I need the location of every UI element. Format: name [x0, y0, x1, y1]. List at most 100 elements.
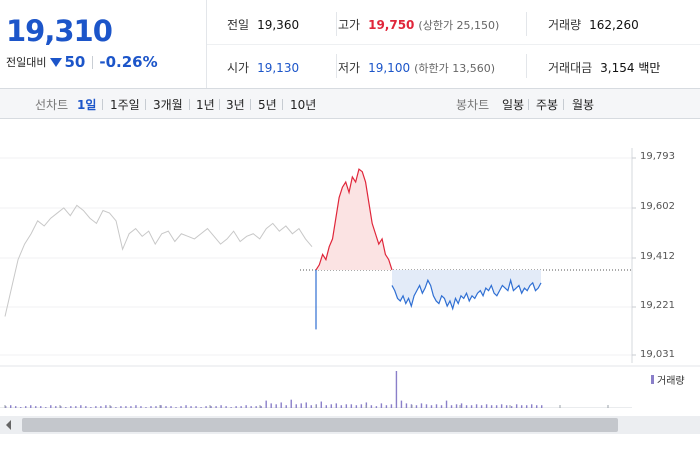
tab-monthly-candle[interactable]: 월봉: [572, 98, 595, 112]
volume-bar: [265, 400, 267, 408]
tab-divider: [563, 99, 564, 110]
volume-bar: [485, 404, 488, 408]
candle-chart-label: 봉차트: [456, 98, 490, 112]
volume-bar: [95, 406, 97, 408]
volume-bar: [450, 405, 453, 408]
chart-period-tabs: 선차트 1일 1주일 3개월 1년 3년 5년 10년 봉차트 일봉 주봉 월봉: [0, 89, 700, 119]
tab-1w[interactable]: 1주일: [110, 98, 140, 112]
volume-bar: [285, 405, 287, 408]
volume-bar: [465, 405, 468, 408]
stat-label: 거래량: [548, 18, 582, 32]
volume-bar: [40, 406, 42, 408]
volume-bar: [195, 406, 197, 408]
stat-value: 162,260: [589, 18, 639, 32]
volume-bar: [300, 403, 302, 408]
volume-bar: [350, 404, 353, 408]
change-row: 전일대비 50 -0.26%: [6, 53, 158, 71]
volume-bar: [415, 405, 418, 408]
volume-bar: [225, 406, 227, 408]
volume-bar: [200, 407, 202, 408]
volume-bar: [60, 406, 62, 408]
lower-limit: (하한가 13,560): [414, 62, 496, 75]
volume-bar: [220, 405, 222, 408]
volume-bar: [245, 405, 247, 408]
volume-bar: [460, 403, 463, 408]
volume-bar: [395, 371, 398, 408]
volume-bar: [470, 405, 473, 408]
volume-bar: [185, 405, 187, 408]
volume-bar: [45, 407, 47, 408]
divider: [336, 12, 337, 36]
volume-bar: [440, 405, 443, 408]
stat-label: 전일: [227, 18, 250, 32]
volume-bar: [455, 404, 458, 408]
volume-bar: [360, 404, 363, 408]
y-tick-label: 19,793: [640, 151, 675, 162]
volume-bar: [541, 405, 543, 408]
tab-1d[interactable]: 1일: [77, 98, 97, 112]
volume-bar: [325, 405, 327, 408]
volume-bar: [310, 405, 312, 408]
stat-value: 19,360: [257, 18, 300, 32]
stat-high: 고가 19,750 (상한가 25,150): [338, 16, 499, 33]
current-price-box: 19,310 전일대비 50 -0.26%: [0, 0, 207, 88]
upper-limit: (상한가 25,150): [418, 19, 500, 32]
volume-bar: [5, 406, 7, 408]
stat-low: 저가 19,100 (하한가 13,560): [338, 59, 495, 76]
volume-bar: [530, 404, 533, 408]
y-tick-label: 19,031: [640, 349, 675, 360]
volume-bar: [180, 406, 182, 408]
volume-bar: [385, 405, 388, 408]
tab-divider: [102, 99, 103, 110]
volume-bar: [215, 406, 217, 408]
volume-bar: [330, 404, 333, 408]
change-value: 50: [64, 53, 86, 71]
volume-bar: [125, 406, 127, 408]
volume-bar: [140, 406, 142, 408]
scroll-left-arrow-icon[interactable]: [6, 420, 11, 430]
volume-bar: [190, 406, 192, 408]
volume-bar: [435, 404, 438, 408]
stat-prev-close: 전일 19,360: [227, 16, 299, 33]
y-tick-label: 19,412: [640, 251, 675, 262]
volume-bar: [445, 400, 448, 408]
tab-10y[interactable]: 10년: [290, 98, 317, 112]
volume-bar: [515, 404, 518, 408]
today-above-fill: [316, 169, 392, 270]
volume-bar: [155, 406, 157, 408]
volume-bar: [345, 404, 348, 408]
divider: [526, 54, 527, 78]
tab-5y[interactable]: 5년: [258, 98, 277, 112]
tab-1y[interactable]: 1년: [196, 98, 215, 112]
change-percent: -0.26%: [99, 53, 158, 71]
scrollbar-thumb[interactable]: [22, 418, 618, 432]
stat-label: 고가: [338, 18, 361, 32]
volume-bar: [410, 404, 413, 408]
tab-3y[interactable]: 3년: [226, 98, 245, 112]
stat-value: 3,154 백만: [600, 61, 661, 75]
stat-trade-amount: 거래대금 3,154 백만: [548, 59, 660, 76]
stat-value: 19,130: [257, 61, 300, 75]
volume-legend: 거래량: [651, 372, 685, 387]
volume-bar: [175, 407, 177, 408]
tab-daily-candle[interactable]: 일봉: [502, 98, 525, 112]
volume-bar: [430, 405, 433, 408]
volume-bar: [375, 406, 378, 408]
volume-bar: [30, 405, 32, 408]
tab-weekly-candle[interactable]: 주봉: [536, 98, 559, 112]
volume-bar: [255, 406, 257, 408]
volume-bar: [390, 404, 393, 408]
divider: [526, 12, 527, 36]
stat-label: 거래대금: [548, 61, 593, 75]
chart-scrollbar[interactable]: [0, 416, 700, 434]
stat-volume: 거래량 162,260: [548, 16, 639, 33]
volume-bar: [425, 404, 428, 408]
volume-bar: [240, 406, 242, 408]
volume-bar: [320, 401, 322, 408]
volume-bar: [420, 403, 423, 408]
tab-divider: [219, 99, 220, 110]
volume-bar: [295, 404, 297, 408]
tab-3m[interactable]: 3개월: [153, 98, 183, 112]
today-below-fill: [392, 269, 541, 309]
volume-bar: [205, 406, 207, 408]
